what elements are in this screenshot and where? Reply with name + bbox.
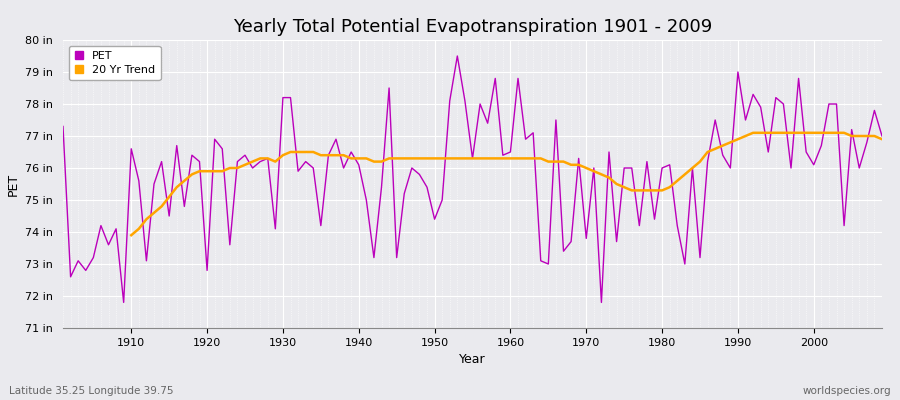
- PET: [126, 146, 137, 151]
- Text: Latitude 35.25 Longitude 39.75: Latitude 35.25 Longitude 39.75: [9, 386, 174, 396]
- PET: [877, 134, 887, 138]
- Line: PET: PET: [63, 56, 882, 302]
- Y-axis label: PET: PET: [6, 172, 20, 196]
- PET: [520, 137, 531, 142]
- Text: worldspecies.org: worldspecies.org: [803, 386, 891, 396]
- Legend: PET, 20 Yr Trend: PET, 20 Yr Trend: [68, 46, 160, 80]
- PET: [58, 124, 68, 129]
- PET: [513, 76, 524, 81]
- 20 Yr Trend: [748, 130, 759, 135]
- PET: [611, 239, 622, 244]
- 20 Yr Trend: [824, 130, 834, 135]
- X-axis label: Year: Year: [459, 353, 486, 366]
- PET: [338, 166, 349, 170]
- 20 Yr Trend: [270, 159, 281, 164]
- PET: [452, 54, 463, 58]
- PET: [118, 300, 129, 305]
- Line: 20 Yr Trend: 20 Yr Trend: [131, 133, 882, 235]
- 20 Yr Trend: [846, 134, 857, 138]
- Title: Yearly Total Potential Evapotranspiration 1901 - 2009: Yearly Total Potential Evapotranspiratio…: [233, 18, 712, 36]
- PET: [292, 169, 303, 174]
- 20 Yr Trend: [301, 150, 311, 154]
- 20 Yr Trend: [877, 137, 887, 142]
- 20 Yr Trend: [513, 156, 524, 161]
- 20 Yr Trend: [126, 233, 137, 238]
- 20 Yr Trend: [573, 162, 584, 167]
